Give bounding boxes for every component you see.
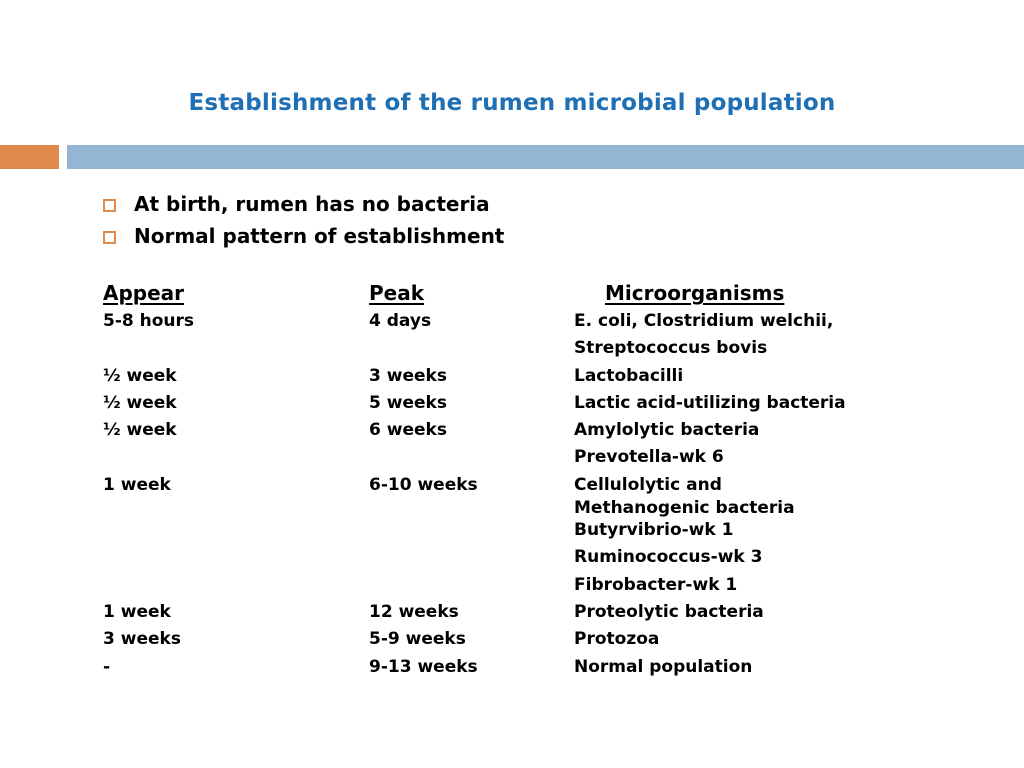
microorganism-line: Amylolytic bacteria: [574, 420, 760, 441]
cell-microorganisms: Normal population: [574, 654, 903, 681]
microorganism-line: Methanogenic bacteria: [574, 498, 795, 519]
cell-microorganisms: Lactic acid-utilizing bacteria: [574, 390, 903, 417]
bullet-item: At birth, rumen has no bacteria: [103, 190, 504, 222]
cell-appear: ½ week: [103, 420, 177, 441]
header-appear: Appear: [103, 281, 185, 305]
cell-appear: -: [103, 656, 111, 677]
table-row: 1 week 6-10 weeks Cellulolytic and Methanog…: [103, 472, 903, 599]
cell-appear: 1 week: [103, 474, 171, 495]
accent-bar: [0, 145, 59, 169]
table-body: 5-8 hours 4 days E. coli, Clostridium welc…: [103, 308, 903, 681]
header-peak: Peak: [369, 281, 425, 305]
cell-peak: 9-13 weeks: [369, 656, 478, 677]
microorganism-line: Butyrvibrio-wk 1: [574, 520, 734, 541]
cell-microorganisms: E. coli, Clostridium welchii, Streptococc…: [574, 308, 903, 363]
microorganism-line: Proteolytic bacteria: [574, 601, 764, 622]
table-row: ½ week 6 weeks Amylolytic bacteria Prevotel…: [103, 417, 903, 472]
bullet-list: At birth, rumen has no bacteria Normal p…: [103, 190, 504, 254]
microorganism-line: Ruminococcus-wk 3: [574, 547, 763, 568]
table-row: ½ week 3 weeks Lactobacilli: [103, 363, 903, 390]
cell-peak: 5 weeks: [369, 392, 447, 413]
cell-peak: 4 days: [369, 311, 432, 331]
microorganism-line: Prevotella-wk 6: [574, 447, 724, 468]
cell-appear: 5-8 hours: [103, 311, 195, 331]
cell-appear: ½ week: [103, 365, 177, 386]
table-header: Appear Peak Microorganisms: [103, 281, 903, 308]
microorganism-line: Lactobacilli: [574, 365, 684, 386]
microorganism-line: Protozoa: [574, 629, 660, 650]
microorganism-line: Cellulolytic and: [574, 474, 722, 495]
table-row: 3 weeks 5-9 weeks Protozoa: [103, 626, 903, 653]
table-row: 5-8 hours 4 days E. coli, Clostridium welc…: [103, 308, 903, 363]
cell-appear: 3 weeks: [103, 629, 181, 650]
cell-microorganisms: Amylolytic bacteria Prevotella-wk 6: [574, 417, 903, 472]
bullet-text: At birth, rumen has no bacteria: [134, 192, 490, 216]
square-bullet-icon: [103, 231, 116, 244]
table-row: 1 week 12 weeks Proteolytic bacteria: [103, 599, 903, 626]
establishment-table: Appear Peak Microorganisms 5-8 hours 4 da…: [103, 281, 903, 681]
slide-title: Establishment of the rumen microbial pop…: [188, 90, 836, 116]
title-underline-bar: [67, 145, 1024, 169]
cell-microorganisms: Proteolytic bacteria: [574, 599, 903, 626]
microorganism-line: Normal population: [574, 656, 753, 677]
header-microorganisms: Microorganisms: [605, 281, 785, 305]
cell-peak: 6 weeks: [369, 420, 447, 441]
cell-microorganisms: Lactobacilli: [574, 363, 903, 390]
cell-appear: 1 week: [103, 601, 171, 622]
cell-peak: 5-9 weeks: [369, 629, 466, 650]
bullet-text: Normal pattern of establishment: [134, 224, 505, 248]
cell-microorganisms: Protozoa: [574, 626, 903, 653]
cell-peak: 3 weeks: [369, 365, 447, 386]
microorganism-line: Streptococcus bovis: [574, 338, 768, 359]
microorganism-line: E. coli, Clostridium welchii,: [574, 311, 834, 331]
table-row: - 9-13 weeks Normal population: [103, 654, 903, 681]
microorganism-line: Fibrobacter-wk 1: [574, 574, 738, 595]
cell-appear: ½ week: [103, 392, 177, 413]
square-bullet-icon: [103, 199, 116, 212]
cell-peak: 12 weeks: [369, 601, 459, 622]
cell-peak: 6-10 weeks: [369, 474, 478, 495]
bullet-item: Normal pattern of establishment: [103, 222, 504, 254]
table-row: ½ week 5 weeks Lactic acid-utilizing bacte…: [103, 390, 903, 417]
microorganism-line: Lactic acid-utilizing bacteria: [574, 392, 846, 413]
cell-microorganisms: Cellulolytic and Methanogenic bacteria But…: [574, 472, 903, 599]
